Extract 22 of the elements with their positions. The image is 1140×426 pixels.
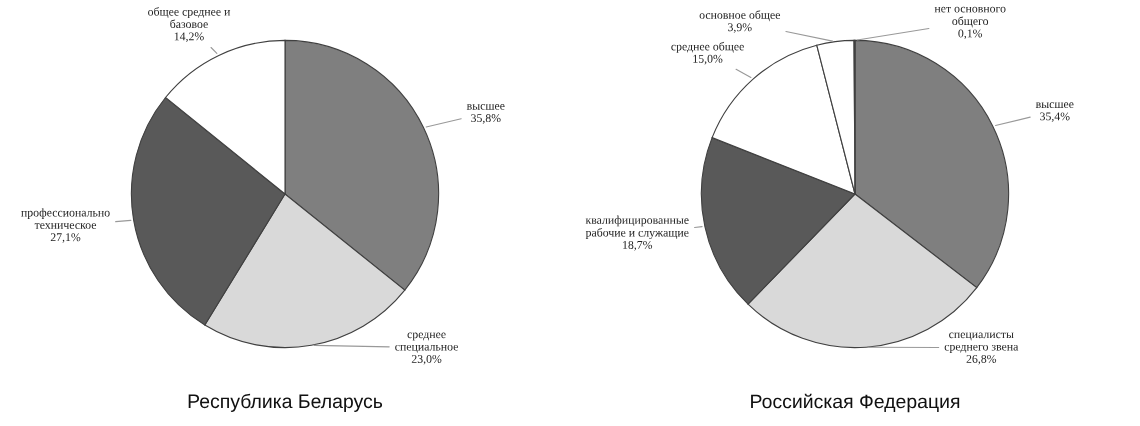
data-label: 27,1% — [50, 233, 81, 243]
slice-label: среднее общее — [671, 41, 744, 53]
data-label: 0,1% — [958, 29, 983, 40]
slice-label: высшее — [1035, 102, 1074, 108]
slice-label: среднее специальное — [395, 332, 458, 353]
data-label: 14,2% — [174, 32, 204, 43]
data-label: 26,8% — [966, 354, 997, 365]
text: Российская Федерация — [751, 393, 960, 413]
data-label: 23,0% — [411, 354, 442, 365]
slice-label: квалифицированные рабочие и служащие — [585, 215, 689, 239]
data-label: 18,7% — [623, 240, 653, 251]
slice-label: нет основного общего — [934, 6, 1006, 28]
slice-label: специалисты среднего звена — [944, 332, 1019, 353]
slice-label: высшее — [466, 104, 505, 110]
slice-label: профессионально техническое — [21, 208, 110, 229]
data-label: 35,8% — [471, 114, 501, 124]
data-label: 15,0% — [693, 54, 723, 65]
slice-label: общее среднее и базовое — [148, 7, 231, 28]
text: Республика Беларусь — [188, 393, 383, 412]
slice-label: основное общее — [699, 10, 781, 22]
data-label: 3,9% — [728, 23, 752, 33]
data-label: 35,4% — [1040, 112, 1070, 123]
